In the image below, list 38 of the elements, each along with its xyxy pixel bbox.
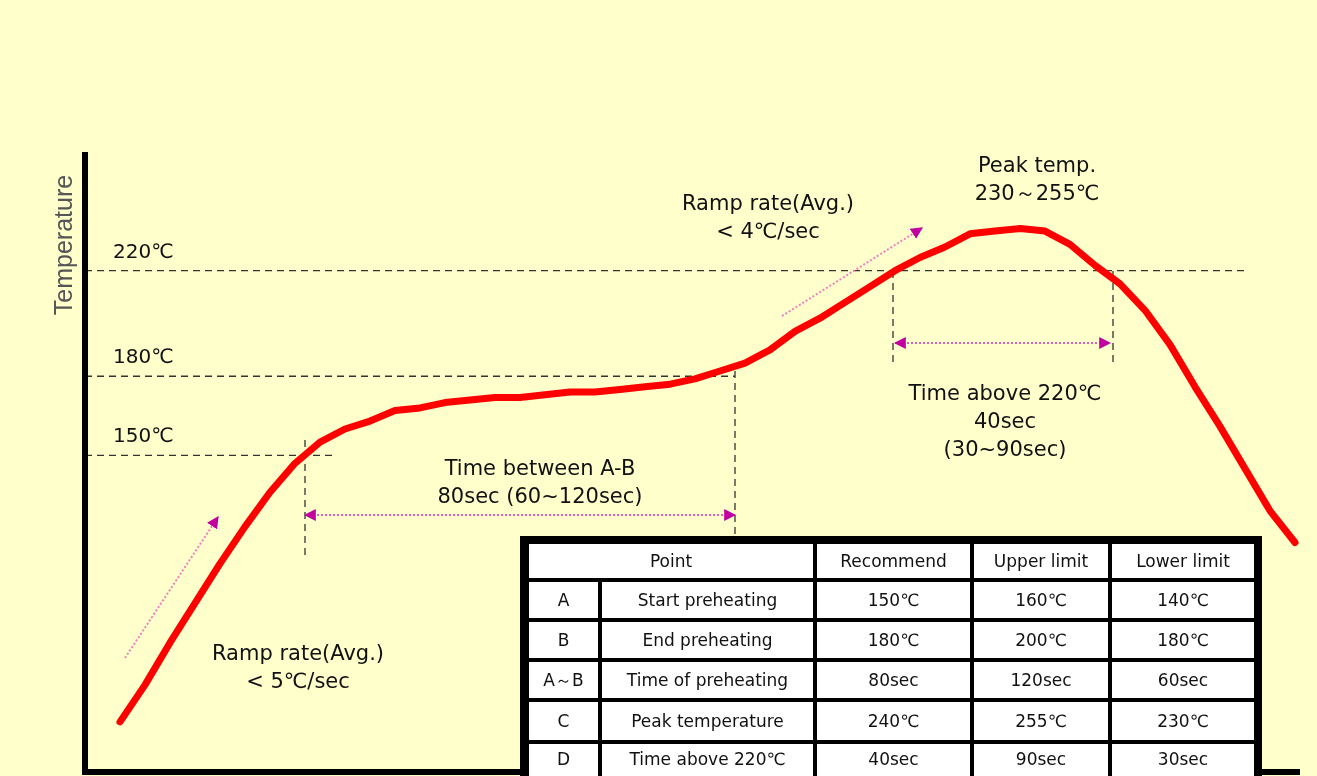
ref-line-label: 180℃ bbox=[113, 344, 174, 369]
category-label: Time of preheating bbox=[626, 670, 789, 690]
y-axis-title: Temperature bbox=[49, 174, 77, 316]
annotation: Peak temp. 230～255℃ bbox=[974, 153, 1100, 205]
text: 60sec bbox=[1157, 670, 1209, 690]
category-label: B bbox=[557, 630, 570, 650]
category-label: Point bbox=[649, 551, 693, 571]
category-label: A bbox=[557, 590, 570, 610]
category-label: A～B bbox=[543, 670, 584, 690]
text: 90sec bbox=[1015, 749, 1067, 769]
category-label: End preheating bbox=[642, 630, 773, 650]
ref-line-label: 150℃ bbox=[113, 423, 174, 448]
category-label: D bbox=[556, 749, 571, 769]
category-label: C bbox=[557, 711, 570, 731]
text: 180℃ bbox=[1157, 630, 1209, 650]
category-label: Time above 220℃ bbox=[629, 749, 786, 769]
text: 230℃ bbox=[1157, 711, 1209, 731]
annotation: Ramp rate(Avg.) < 4℃/sec bbox=[681, 191, 855, 243]
category-label: Recommend bbox=[840, 551, 947, 571]
text: 240℃ bbox=[867, 711, 920, 731]
text: 140℃ bbox=[1157, 590, 1209, 610]
text: 180℃ bbox=[867, 630, 920, 650]
annotation: Ramp rate(Avg.) < 5℃/sec bbox=[211, 641, 385, 693]
category-label: Start preheating bbox=[637, 590, 778, 610]
text: 120sec bbox=[1010, 670, 1072, 690]
annotation: Time above 220℃ 40sec (30~90sec) bbox=[907, 381, 1102, 461]
ref-line-label: 220℃ bbox=[113, 238, 174, 263]
category-label: Upper limit bbox=[993, 551, 1089, 571]
annotation: Time between A-B 80sec (60~120sec) bbox=[437, 456, 643, 508]
text: 30sec bbox=[1157, 749, 1209, 769]
text: 160℃ bbox=[1015, 590, 1067, 610]
text: 150℃ bbox=[867, 590, 920, 610]
category-label: Peak temperature bbox=[631, 711, 784, 731]
text: 255℃ bbox=[1015, 711, 1067, 731]
category-label: Lower limit bbox=[1136, 551, 1231, 571]
text: 200℃ bbox=[1015, 630, 1067, 650]
text: 40sec bbox=[868, 749, 919, 769]
text: 80sec bbox=[868, 670, 919, 690]
